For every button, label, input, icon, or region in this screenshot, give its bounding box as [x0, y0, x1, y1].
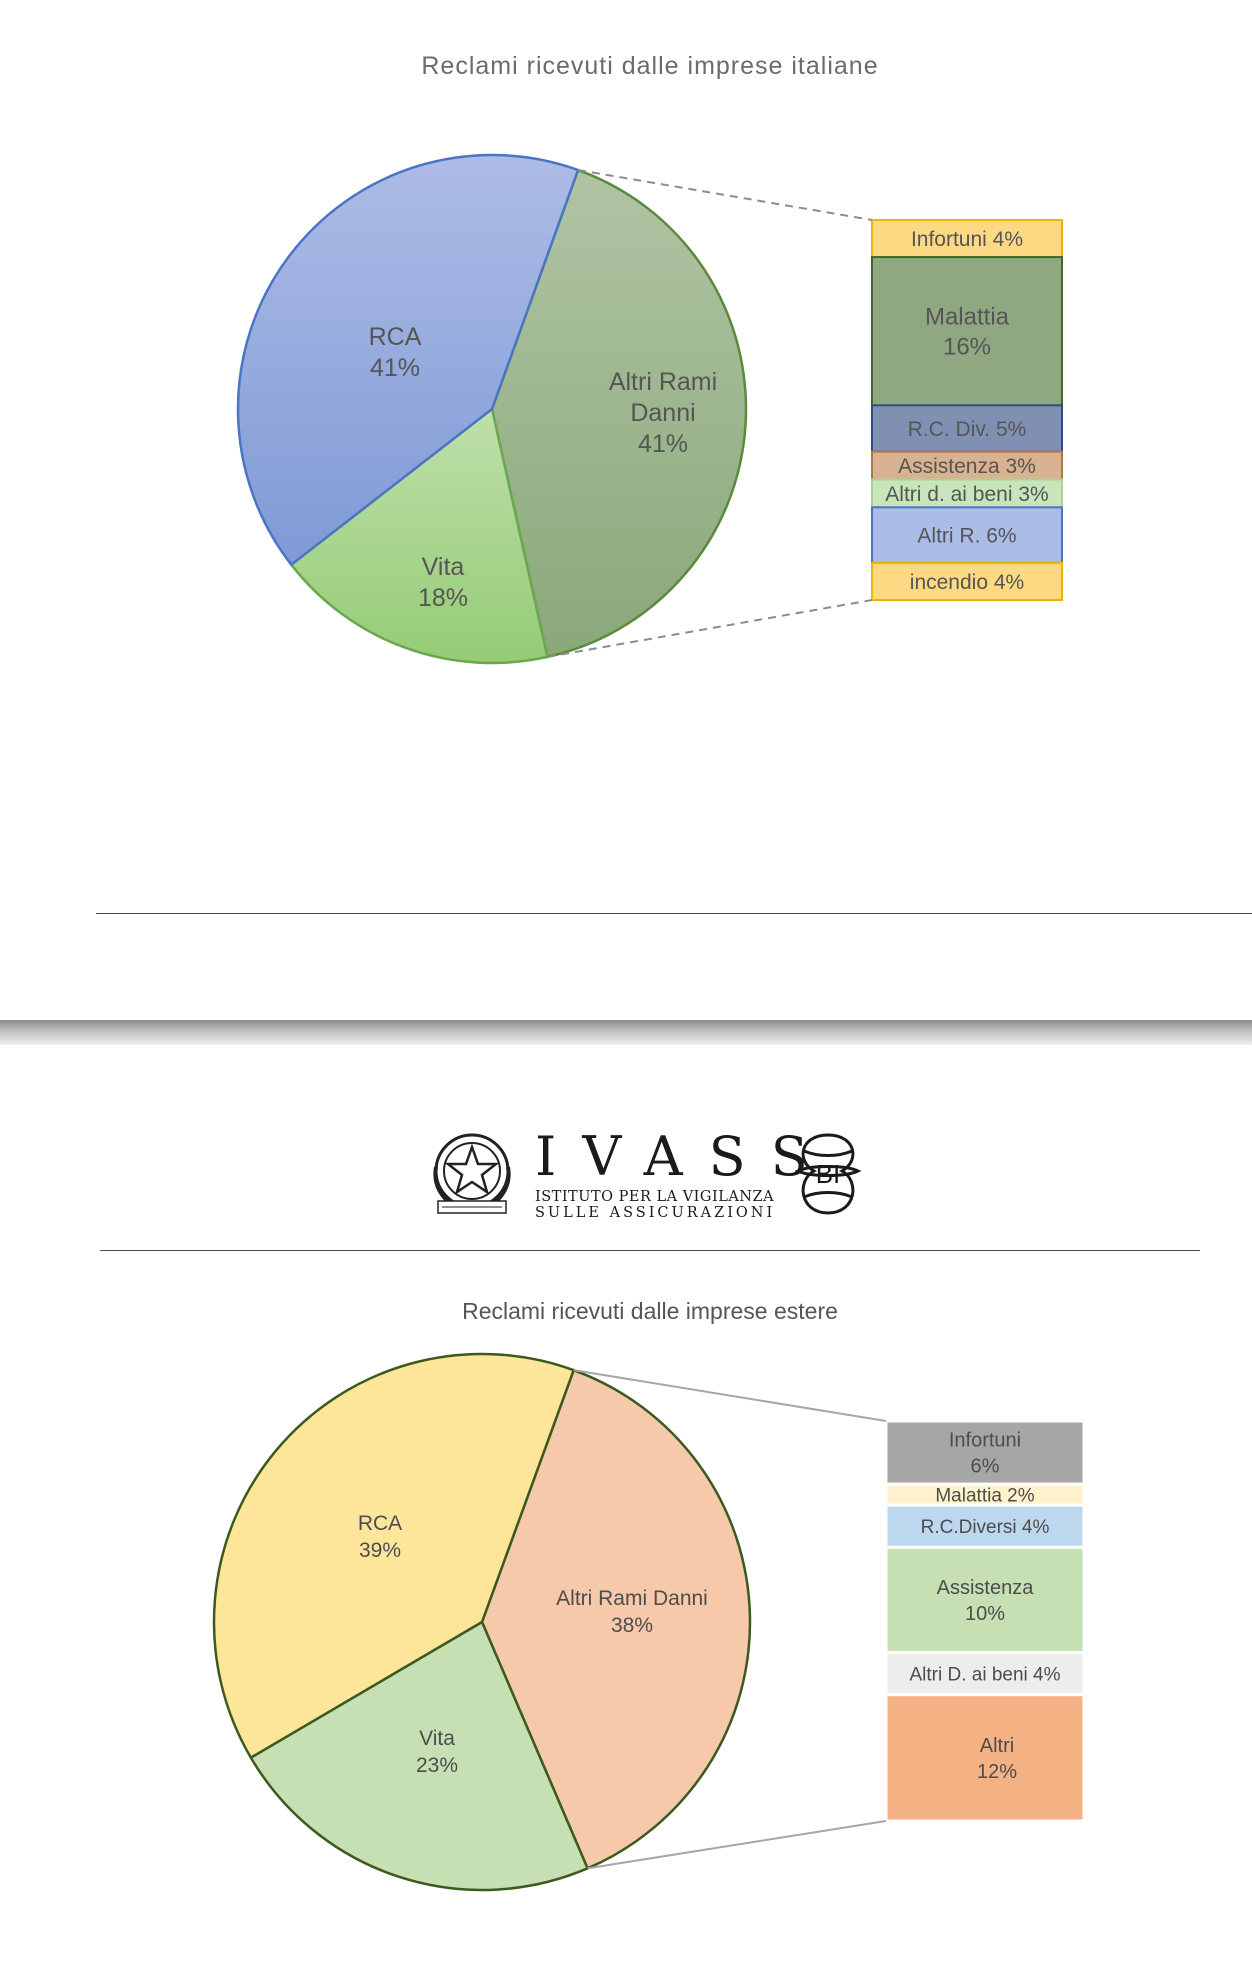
chart-imprese-estere: Reclami ricevuti dalle imprese estere RC… [0, 1045, 1252, 1962]
connector-line-top [577, 169, 873, 221]
breakdown-label-incendio-4: incendio 4% [910, 571, 1024, 594]
breakdown-label-assistenza-3: Assistenza 3% [898, 455, 1036, 478]
emblem-letters: BI [816, 1159, 841, 1189]
breakdown-label-malattia-2: Malattia 2% [935, 1485, 1034, 1506]
pie-slice-rca [212, 1352, 576, 1760]
breakdown-label-infortuni-6: Infortuni [949, 1430, 1021, 1452]
breakdown-label-infortuni-6: 6% [971, 1456, 1000, 1478]
breakdown-label-altri-r-6: Altri R. 6% [917, 524, 1016, 547]
page-separator [0, 1020, 1252, 1045]
connector-line-top [573, 1369, 887, 1422]
breakdown-label-malattia-16: 16% [943, 334, 991, 361]
pie-label-vita-name: Vita [422, 553, 465, 581]
breakdown-label-r-c-div-5: R.C. Div. 5% [908, 418, 1027, 441]
breakdown-bar-infortuni-4 [871, 219, 1063, 259]
ivass-header: IVASS ISTITUTO PER LA VIGILANZA SULLE AS… [430, 1125, 870, 1225]
bank-emblem-icon: BI [794, 1133, 862, 1215]
pie-label-altri-rami-danni-pct: 38% [611, 1614, 653, 1637]
chart-imprese-italiane: Reclami ricevuti dalle imprese italiane … [236, 52, 1063, 665]
pie-label-altri-rami-danni-name: Altri Rami Danni [556, 1587, 708, 1610]
breakdown-label-assistenza-10: Assistenza [937, 1577, 1035, 1599]
pie-slice-vita [289, 406, 549, 665]
pie-label-altri-rami-danni-name: Altri Rami [609, 368, 717, 396]
ivass-wordmark: IVASS [535, 1125, 834, 1188]
breakdown-label-r-c-diversi-4: R.C.Diversi 4% [921, 1517, 1050, 1538]
breakdown-label-altri-d-ai-beni-3: Altri d. ai beni 3% [885, 483, 1048, 506]
breakdown-label-altri-12: 12% [977, 1761, 1017, 1783]
breakdown-bar-r-c-div-5 [871, 404, 1063, 453]
pie-label-rca-name: RCA [358, 1512, 402, 1535]
pie-label-vita-pct: 23% [416, 1754, 458, 1777]
chart-title: Reclami ricevuti dalle imprese italiane [421, 52, 878, 80]
pie-of-pie-chart-estere: Reclami ricevuti dalle imprese estere RC… [212, 1298, 1086, 1892]
breakdown-label-malattia-16: Malattia [925, 304, 1010, 331]
pie-slice-vita [249, 1620, 590, 1892]
pie-slice-altri-rami-danni [490, 168, 748, 659]
chart-title: Reclami ricevuti dalle imprese estere [462, 1298, 838, 1324]
breakdown-bar-malattia-16 [871, 256, 1063, 407]
pie-slice-rca [236, 153, 580, 567]
pie-label-altri-rami-danni-pct: 41% [638, 430, 688, 458]
pie-label-vita-name: Vita [419, 1727, 455, 1750]
pie-of-pie-chart-italiane: Reclami ricevuti dalle imprese italiane … [236, 52, 1063, 665]
republic-seal-icon [433, 1133, 511, 1214]
breakdown-bar-assistenza-10 [884, 1545, 1086, 1655]
pie-label-vita-pct: 18% [418, 584, 468, 612]
breakdown-label-altri-d-ai-beni-4: Altri D. ai beni 4% [909, 1664, 1060, 1685]
ivass-subtitle-line1: ISTITUTO PER LA VIGILANZA [535, 1189, 775, 1205]
breakdown-label-altri-12: Altri [980, 1735, 1014, 1757]
breakdown-bar-altri-d-ai-beni-4 [884, 1651, 1086, 1697]
breakdown-label-infortuni-4: Infortuni 4% [911, 228, 1023, 251]
pie-label-altri-rami-danni-name: Danni [630, 399, 695, 427]
pie-slice-altri-rami-danni [480, 1368, 752, 1870]
ivass-subtitle-line2: SULLE ASSICURAZIONI [535, 1205, 776, 1221]
breakdown-bar-incendio-4 [871, 561, 1063, 601]
header-rule [100, 1250, 1200, 1251]
pie-label-rca-pct: 41% [370, 354, 420, 382]
pie-label-rca-pct: 39% [359, 1539, 401, 1562]
connector-line-bottom [587, 1820, 887, 1870]
divider-line [96, 913, 1252, 914]
breakdown-bar-r-c-diversi-4 [884, 1503, 1086, 1549]
breakdown-bar-infortuni-6 [884, 1419, 1086, 1486]
breakdown-label-assistenza-10: 10% [965, 1603, 1005, 1625]
pie-label-rca-name: RCA [369, 323, 422, 351]
breakdown-bar-altri-12 [884, 1693, 1086, 1823]
